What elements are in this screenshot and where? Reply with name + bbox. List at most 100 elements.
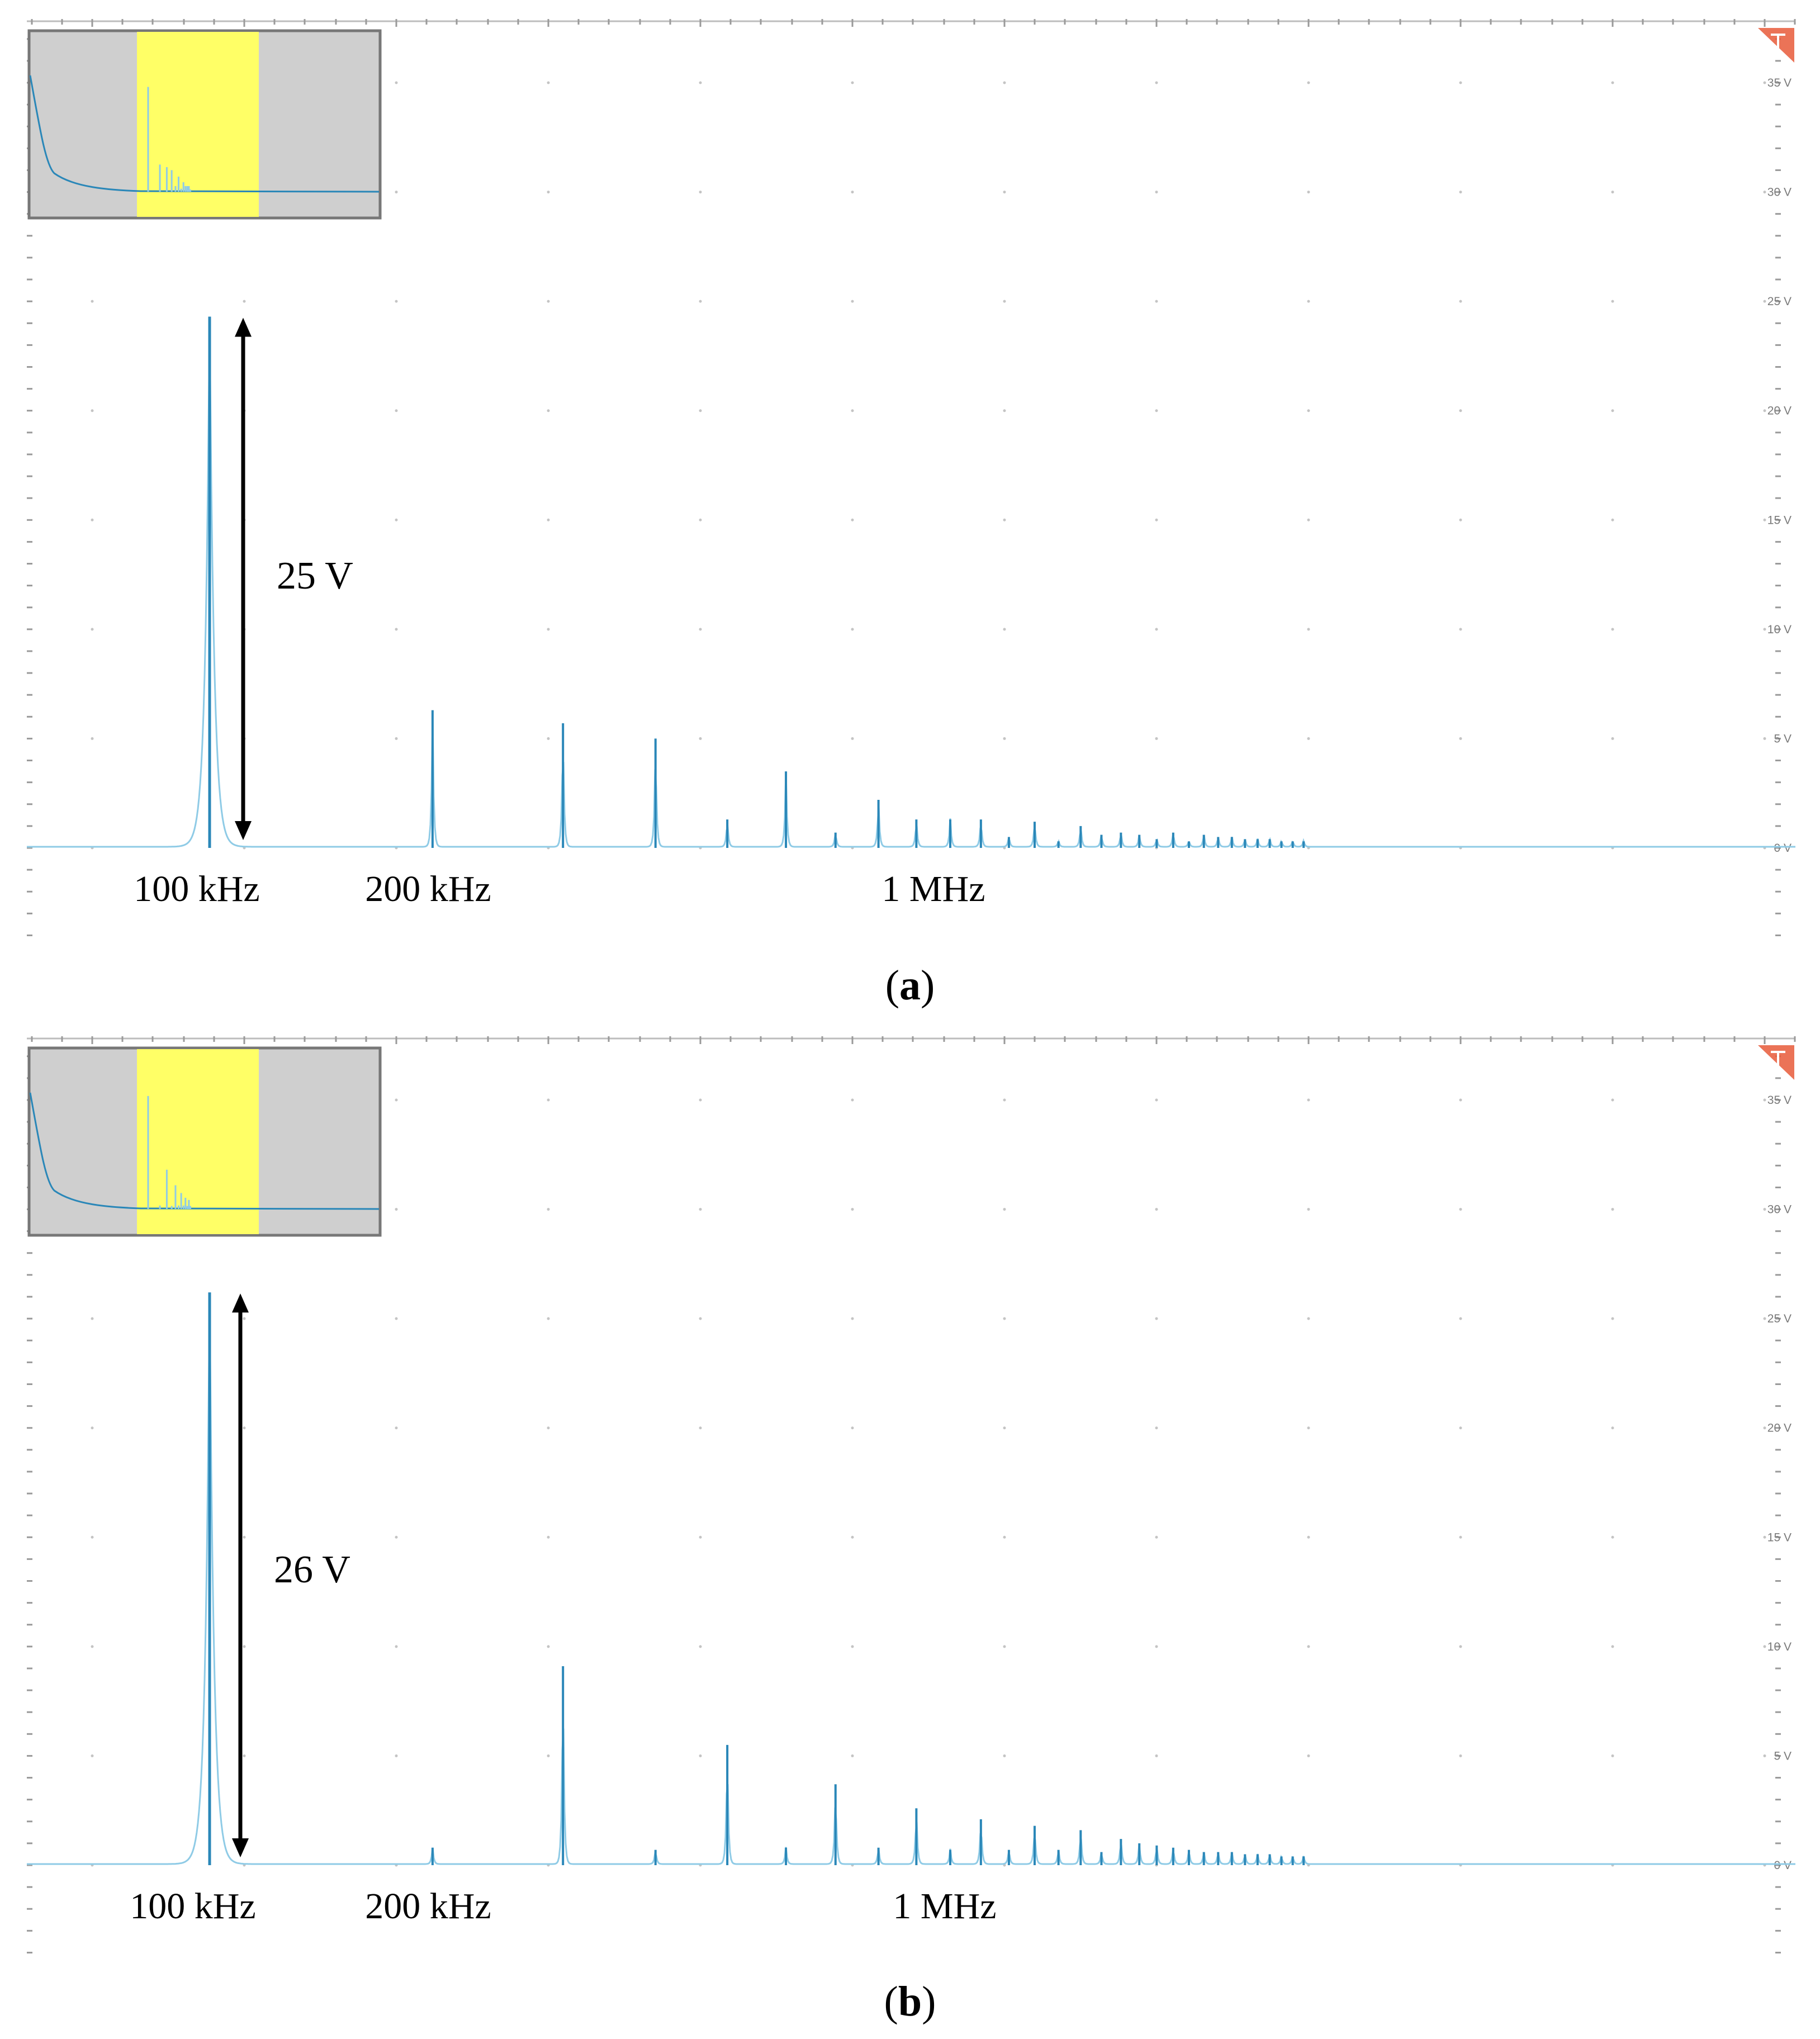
grid-dot: [699, 191, 702, 194]
grid-dot: [1307, 81, 1310, 84]
caption-b-letter: b: [898, 1978, 922, 2025]
grid-dot: [243, 1754, 246, 1757]
grid-dot: [1763, 1098, 1766, 1102]
grid-dot: [851, 1208, 854, 1211]
grid-dot: [1003, 1317, 1006, 1320]
grid-dot: [1155, 1535, 1158, 1539]
grid-dot: [1763, 1535, 1766, 1539]
spectrum-trace: [27, 1358, 1795, 1865]
grid-dot: [91, 1645, 94, 1648]
grid-dot: [1155, 1317, 1158, 1320]
y-tick-label: 0 V: [1774, 1859, 1791, 1872]
grid-dot: [1155, 1426, 1158, 1430]
arrow-head-up: [232, 1293, 249, 1313]
amplitude-annotation: 25 V: [277, 554, 353, 598]
grid-dot: [91, 1535, 94, 1539]
grid-dot: [1459, 1098, 1462, 1102]
grid-dot: [1003, 628, 1006, 631]
grid-dot: [1155, 518, 1158, 521]
grid-dot: [1003, 1754, 1006, 1757]
grid-dot: [1459, 1317, 1462, 1320]
grid-dot: [1307, 737, 1310, 740]
caption-b: (b): [884, 1978, 936, 2025]
grid-dot: [1763, 1754, 1766, 1757]
grid-dot: [1611, 628, 1614, 631]
y-tick-label: 20 V: [1767, 405, 1791, 418]
grid-dot: [1611, 191, 1614, 194]
y-tick-label: 30 V: [1767, 186, 1791, 199]
grid-dot: [1763, 81, 1766, 84]
grid-dot: [1459, 518, 1462, 521]
grid-dot: [547, 518, 550, 521]
grid-dot: [1611, 1317, 1614, 1320]
overview-highlight: [137, 1049, 259, 1234]
grid-dot: [699, 737, 702, 740]
grid-dot: [1003, 1426, 1006, 1430]
grid-dot: [1003, 1535, 1006, 1539]
grid-dot: [243, 300, 246, 303]
grid-dot: [1459, 1426, 1462, 1430]
x-tick-label: 1 MHz: [893, 1886, 996, 1927]
grid-dot: [395, 191, 398, 194]
caption-a: (a): [885, 962, 935, 1009]
grid-dot: [1003, 518, 1006, 521]
grid-dot: [699, 1426, 702, 1430]
y-tick-label: 25 V: [1767, 295, 1791, 308]
grid-dot: [1155, 1098, 1158, 1102]
grid-dot: [1459, 409, 1462, 412]
grid-dot: [1003, 191, 1006, 194]
grid-dot: [1611, 300, 1614, 303]
x-tick-label: 100 kHz: [130, 1886, 255, 1927]
overview-trace: [29, 1092, 380, 1210]
grid-dot: [547, 1754, 550, 1757]
grid-dot: [1155, 1208, 1158, 1211]
grid-dot: [91, 1317, 94, 1320]
grid-dot: [547, 628, 550, 631]
grid-dot: [1307, 1317, 1310, 1320]
grid-dot: [547, 300, 550, 303]
grid-dot: [1155, 737, 1158, 740]
caption-a-letter: a: [899, 962, 921, 1009]
grid-dot: [395, 1208, 398, 1211]
y-tick-label: 25 V: [1767, 1312, 1791, 1325]
grid-dot: [1611, 737, 1614, 740]
y-tick-label: 20 V: [1767, 1422, 1791, 1435]
grid-dot: [699, 409, 702, 412]
grid-dot: [851, 628, 854, 631]
grid-dot: [547, 1317, 550, 1320]
y-tick-label: 15 V: [1767, 1531, 1791, 1544]
grid-dot: [851, 409, 854, 412]
x-tick-label: 100 kHz: [134, 869, 259, 909]
grid-dot: [1459, 300, 1462, 303]
panel-a: 35 V 30 V 25 V 20 V 15 V 10 V 5 V 0 V 25 V 100 kH…: [0, 0, 1820, 1017]
grid-dot: [1763, 737, 1766, 740]
grid-dot: [1003, 737, 1006, 740]
grid-dot: [699, 518, 702, 521]
grid-dot: [1459, 81, 1462, 84]
grid-dot: [547, 1208, 550, 1211]
grid-dot: [1611, 1754, 1614, 1757]
grid-dot: [395, 1754, 398, 1757]
grid-dot: [547, 737, 550, 740]
grid-dot: [851, 1098, 854, 1102]
arrow-head-down: [235, 821, 252, 840]
grid-dot: [851, 737, 854, 740]
grid-dot: [243, 1317, 246, 1320]
grid-dot: [1459, 1754, 1462, 1757]
grid-dot: [1155, 628, 1158, 631]
grid-dot: [851, 300, 854, 303]
grid-dot: [395, 81, 398, 84]
grid-dot: [395, 737, 398, 740]
grid-dot: [1003, 1645, 1006, 1648]
grid-dot: [395, 1645, 398, 1648]
grid-dot: [1307, 1535, 1310, 1539]
grid-dot: [1003, 1098, 1006, 1102]
grid-dot: [1611, 1098, 1614, 1102]
grid-dot: [395, 1535, 398, 1539]
grid-dot: [699, 1645, 702, 1648]
grid-dot: [1155, 300, 1158, 303]
amplitude-annotation: 26 V: [274, 1548, 350, 1591]
grid-dot: [699, 1098, 702, 1102]
grid-dot: [1459, 737, 1462, 740]
grid-dot: [851, 1645, 854, 1648]
